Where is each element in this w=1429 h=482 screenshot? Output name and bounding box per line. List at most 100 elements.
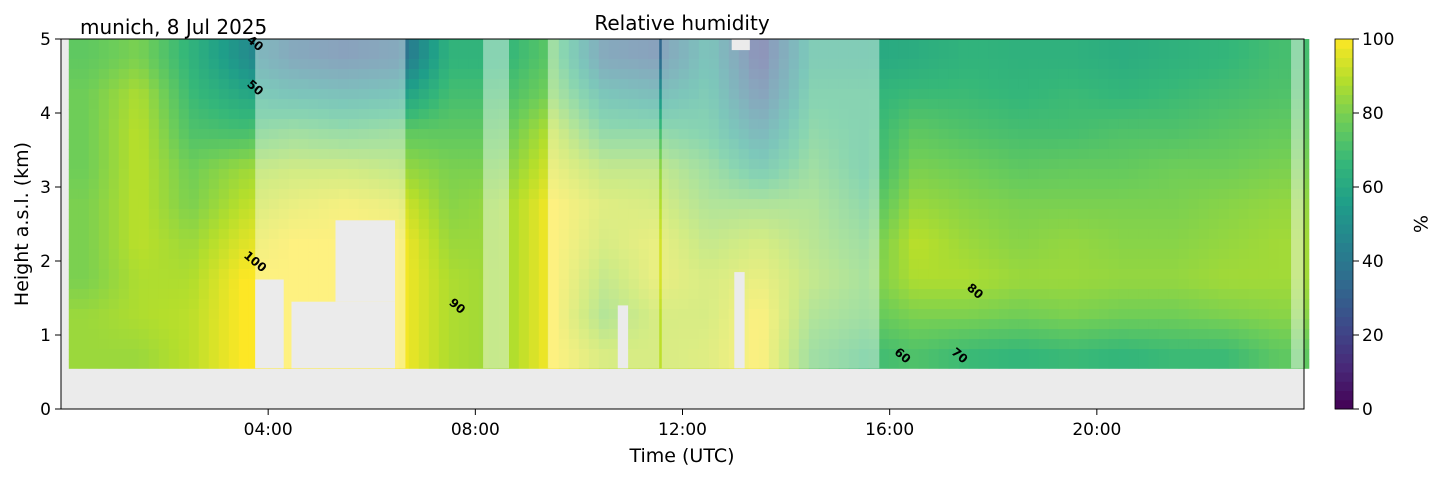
heatmap-cell [868, 89, 880, 100]
heatmap-cell [1118, 169, 1130, 180]
heatmap-cell [618, 199, 630, 210]
heatmap-cell [488, 339, 500, 350]
heatmap-cell [1008, 99, 1020, 110]
heatmap-cell [628, 79, 640, 90]
heatmap-cell [348, 179, 360, 190]
heatmap-cell [1078, 179, 1090, 190]
heatmap-cell [1048, 209, 1060, 220]
heatmap-cell [218, 109, 230, 120]
heatmap-cell [108, 69, 120, 80]
heatmap-cell [818, 169, 830, 180]
heatmap-cell [958, 189, 970, 200]
heatmap-cell [358, 59, 370, 70]
heatmap-cell [1128, 119, 1140, 130]
heatmap-cell [338, 139, 350, 150]
heatmap-cell [1188, 249, 1200, 260]
heatmap-cell [498, 79, 510, 90]
heatmap-cell [98, 229, 110, 240]
heatmap-cell [648, 239, 660, 250]
heatmap-cell [228, 229, 240, 240]
heatmap-cell [458, 149, 470, 160]
heatmap-cell [278, 229, 290, 240]
heatmap-cell [1108, 89, 1120, 100]
heatmap-cell [308, 89, 320, 100]
heatmap-cell [1178, 179, 1190, 190]
heatmap-cell [548, 359, 560, 369]
heatmap-cell [1088, 209, 1100, 220]
heatmap-cell [1268, 229, 1280, 240]
heatmap-cell [538, 309, 550, 320]
heatmap-cell [228, 309, 240, 320]
heatmap-cell [568, 109, 580, 120]
heatmap-cell [598, 39, 610, 50]
heatmap-cell [1108, 79, 1120, 90]
heatmap-cell [398, 59, 410, 70]
heatmap-cell [908, 149, 920, 160]
heatmap-cell [698, 99, 710, 110]
heatmap-cell [438, 99, 450, 110]
heatmap-cell [1058, 199, 1070, 210]
heatmap-cell [758, 339, 770, 350]
heatmap-cell [908, 349, 920, 360]
heatmap-cell [508, 279, 520, 290]
heatmap-cell [1208, 219, 1220, 230]
heatmap-cell [1238, 119, 1250, 130]
heatmap-cell [408, 239, 420, 250]
heatmap-cell [628, 199, 640, 210]
heatmap-cell [748, 79, 760, 90]
heatmap-cell [1048, 179, 1060, 190]
heatmap-cell [968, 79, 980, 90]
heatmap-cell [658, 59, 670, 70]
heatmap-cell [1238, 69, 1250, 80]
heatmap-cell [488, 109, 500, 120]
heatmap-cell [1068, 249, 1080, 260]
heatmap-cell [108, 329, 120, 340]
heatmap-cell [828, 219, 840, 230]
heatmap-cell [988, 159, 1000, 170]
heatmap-cell [1158, 89, 1170, 100]
heatmap-cell [1028, 159, 1040, 170]
heatmap-cell [278, 239, 290, 250]
heatmap-cell [958, 69, 970, 80]
heatmap-cell [788, 209, 800, 220]
heatmap-cell [68, 269, 80, 280]
heatmap-cell [428, 149, 440, 160]
heatmap-cell [488, 79, 500, 90]
heatmap-cell [88, 299, 100, 310]
heatmap-cell [218, 39, 230, 50]
heatmap-cell [998, 169, 1010, 180]
heatmap-cell [618, 229, 630, 240]
heatmap-cell [1008, 229, 1020, 240]
heatmap-cell [1108, 189, 1120, 200]
heatmap-cell [1278, 129, 1290, 140]
heatmap-cell [448, 159, 460, 170]
heatmap-cell [838, 169, 850, 180]
heatmap-cell [1218, 329, 1230, 340]
heatmap-cell [518, 319, 530, 330]
heatmap-cell [148, 109, 160, 120]
heatmap-cell [968, 309, 980, 320]
heatmap-cell [548, 49, 560, 60]
heatmap-cell [1258, 359, 1270, 369]
heatmap-cell [248, 149, 260, 160]
heatmap-cell [238, 229, 250, 240]
heatmap-cell [618, 279, 630, 290]
heatmap-cell [638, 49, 650, 60]
heatmap-cell [1098, 49, 1110, 60]
heatmap-cell [88, 59, 100, 70]
heatmap-cell [568, 159, 580, 170]
heatmap-cell [458, 279, 470, 290]
heatmap-cell [1188, 229, 1200, 240]
heatmap-cell [718, 189, 730, 200]
heatmap-cell [948, 269, 960, 280]
heatmap-cell [78, 199, 90, 210]
heatmap-cell [228, 319, 240, 330]
heatmap-cell [278, 299, 290, 310]
heatmap-cell [118, 149, 130, 160]
heatmap-cell [628, 109, 640, 120]
heatmap-cell [1128, 259, 1140, 270]
heatmap-cell [1038, 189, 1050, 200]
heatmap-cell [738, 59, 750, 70]
heatmap-cell [648, 149, 660, 160]
heatmap-cell [108, 199, 120, 210]
